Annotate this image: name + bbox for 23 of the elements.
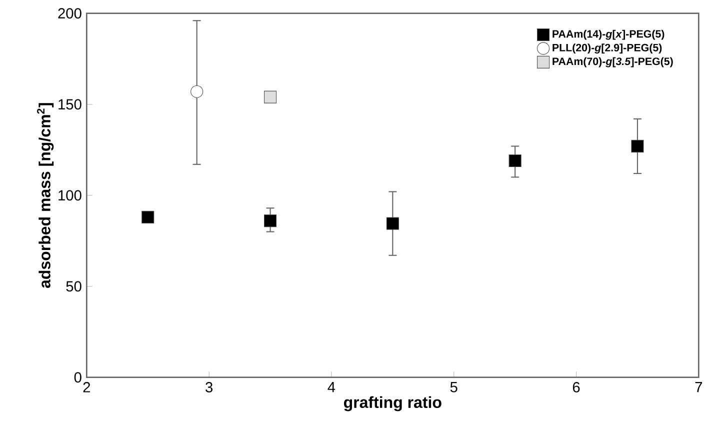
legend-label: PAAm(14)-g[x]-PEG(5)	[552, 30, 664, 40]
x-tick-label: 5	[450, 382, 458, 392]
x-tick-label: 4	[328, 382, 336, 392]
x-tick-label: 6	[572, 382, 580, 392]
y-tick-label: 50	[66, 280, 82, 292]
y-tick-label: 100	[58, 190, 82, 200]
point	[631, 140, 644, 152]
x-tick-label: 7	[695, 382, 702, 392]
x-tick-label: 3	[206, 382, 212, 392]
point	[508, 154, 522, 167]
legend-label: PAAm(70)-g[3.5]-PEG(5)	[552, 57, 673, 68]
y-tick-label: 200	[58, 8, 82, 18]
point	[386, 217, 399, 230]
point	[142, 210, 154, 224]
y-axis-title: adsorbed mass [ng/cm$^{2}$]	[37, 102, 54, 288]
point	[190, 85, 204, 98]
point	[264, 90, 277, 104]
y-tick-label: 150	[58, 98, 82, 110]
x-axis-title: grafting ratio	[344, 396, 442, 412]
x-tick-label: 2	[83, 382, 90, 392]
y-tick-label: 0	[74, 372, 82, 382]
point	[264, 214, 277, 227]
legend-label: PLL(20)-g[2.9]-PEG(5)	[552, 43, 662, 54]
